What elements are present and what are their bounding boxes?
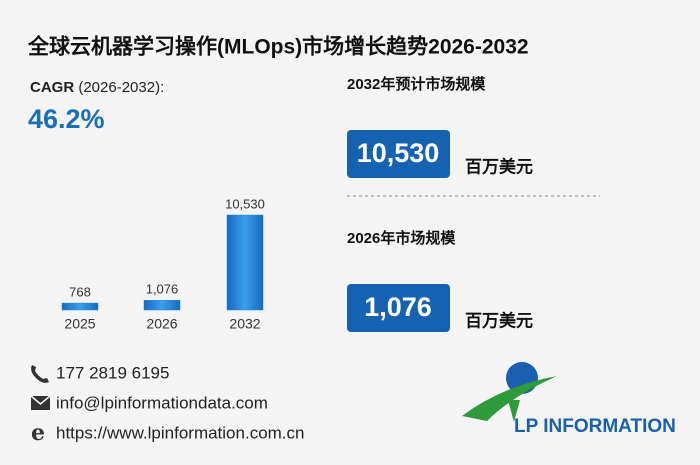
cagr-value: 46.2%	[28, 104, 105, 134]
current-unit: 百万美元	[465, 310, 533, 330]
svg-text:e: e	[31, 420, 45, 446]
logo-mark	[462, 362, 557, 422]
bar	[61, 302, 99, 311]
phone: 177 2819 6195	[56, 363, 169, 382]
current-label: 2026年市场规模	[347, 229, 456, 247]
forecast-value: 10,530	[357, 138, 440, 168]
website: https://www.lpinformation.com.cn	[56, 423, 304, 442]
forecast-label: 2032年预计市场规模	[347, 75, 486, 93]
cagr-label: CAGR (2026-2032):	[30, 79, 164, 96]
value-label: 768	[69, 285, 91, 300]
phone-icon	[31, 365, 49, 383]
forecast-unit: 百万美元	[465, 156, 533, 176]
bar	[143, 300, 181, 311]
value-label: 1,076	[146, 282, 179, 297]
logo-text: LP INFORMATION	[514, 416, 676, 437]
cagr-period: (2026-2032):	[78, 79, 164, 96]
email: info@lpinformationdata.com	[56, 393, 268, 412]
value-label: 10,530	[225, 196, 265, 211]
bar	[226, 214, 264, 311]
x-tick-label: 2026	[146, 316, 177, 332]
forecast-box	[347, 130, 450, 178]
x-tick-label: 2032	[229, 316, 260, 332]
email-icon	[30, 395, 51, 410]
web-icon: e	[31, 420, 45, 446]
current-box	[347, 284, 450, 332]
current-value: 1,076	[364, 292, 432, 322]
cagr-name: CAGR	[30, 79, 74, 96]
title: 全球云机器学习操作(MLOps)市场增长趋势2026-2032	[27, 35, 529, 59]
x-tick-label: 2025	[64, 316, 95, 332]
